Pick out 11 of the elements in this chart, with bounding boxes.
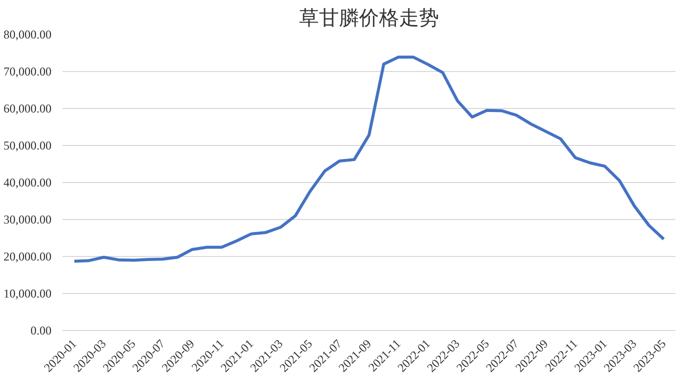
line-series bbox=[72, 56, 666, 263]
y-tick-label: 70,000.00 bbox=[4, 64, 52, 78]
y-tick-label: 60,000.00 bbox=[4, 102, 52, 116]
chart-title: 草甘膦价格走势 bbox=[299, 8, 439, 30]
y-tick-label: 20,000.00 bbox=[4, 250, 52, 264]
y-tick-label: 0.00 bbox=[30, 324, 52, 338]
y-tick-label: 40,000.00 bbox=[4, 176, 52, 190]
y-tick-label: 10,000.00 bbox=[4, 286, 52, 300]
y-tick-label: 50,000.00 bbox=[4, 138, 52, 152]
y-tick-label: 30,000.00 bbox=[4, 212, 52, 226]
y-tick-label: 80,000.00 bbox=[4, 28, 52, 42]
